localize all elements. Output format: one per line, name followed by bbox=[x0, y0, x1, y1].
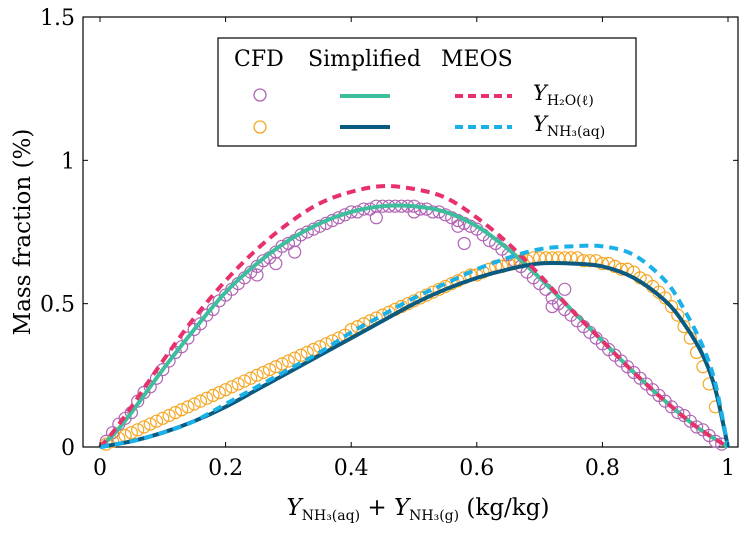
data-point bbox=[281, 354, 295, 368]
data-point bbox=[275, 357, 289, 371]
y-tick-label: 1 bbox=[61, 149, 75, 174]
data-point bbox=[583, 254, 597, 268]
y-tick-label: 0 bbox=[61, 436, 75, 461]
series-layer bbox=[98, 184, 730, 451]
x-tick-label: 0 bbox=[93, 456, 107, 481]
data-point bbox=[671, 406, 685, 420]
data-point bbox=[256, 254, 270, 268]
data-point bbox=[219, 383, 233, 397]
legend-cfd-nh3-marker bbox=[253, 120, 267, 134]
legend-label-nh3: YNH₃(aq) bbox=[533, 112, 605, 140]
x-tick-label: 1 bbox=[721, 456, 735, 481]
data-point bbox=[124, 426, 138, 440]
data-point bbox=[156, 411, 170, 425]
data-point bbox=[193, 394, 208, 408]
data-point bbox=[288, 245, 302, 259]
data-point bbox=[168, 406, 182, 420]
data-point bbox=[294, 348, 308, 362]
legend-col-cfd: CFD bbox=[234, 47, 284, 72]
data-point bbox=[256, 365, 270, 380]
legend-col-simplified: Simplified bbox=[308, 47, 421, 72]
x-tick-label: 0.4 bbox=[334, 456, 369, 481]
data-point bbox=[237, 374, 252, 388]
data-point bbox=[212, 385, 226, 400]
y-axis-title: Mass fraction (%) bbox=[10, 129, 36, 336]
ticks-layer: 0 0.2 0.4 0.6 0.8 1 0 0.5 1 1.5 bbox=[40, 6, 738, 481]
data-point bbox=[187, 397, 201, 411]
data-point bbox=[269, 360, 283, 374]
y-tick-label: 0.5 bbox=[40, 293, 75, 318]
data-point bbox=[671, 308, 685, 322]
data-point bbox=[175, 340, 189, 354]
data-point bbox=[344, 322, 358, 337]
data-point bbox=[275, 239, 289, 253]
data-point bbox=[193, 317, 208, 331]
data-point bbox=[175, 403, 189, 417]
x-axis-title-text: YNH₃(aq) + YNH₃(g) (kg/kg) bbox=[287, 495, 550, 524]
data-point bbox=[689, 420, 704, 434]
legend-label-h2o: YH₂O(ℓ) bbox=[533, 81, 594, 109]
x-tick-label: 0.6 bbox=[459, 456, 494, 481]
data-point bbox=[558, 282, 572, 296]
data-point bbox=[143, 417, 157, 431]
data-point bbox=[306, 342, 321, 357]
data-point bbox=[200, 391, 214, 405]
legend-box bbox=[217, 37, 637, 147]
series-simplified-y-h2o-l bbox=[98, 203, 730, 449]
data-point bbox=[262, 363, 277, 377]
x-axis-title: YNH₃(aq) + YNH₃(g) (kg/kg) bbox=[287, 495, 550, 524]
data-point bbox=[137, 420, 151, 434]
series-meos-y-nh3-aq bbox=[99, 243, 730, 449]
data-point bbox=[244, 371, 258, 385]
data-point bbox=[545, 299, 559, 314]
x-tick-label: 0.2 bbox=[208, 456, 243, 481]
x-tick-label: 0.8 bbox=[585, 456, 620, 481]
data-point bbox=[250, 368, 264, 382]
series-cfd-y-h2o-l bbox=[99, 199, 729, 451]
data-point bbox=[206, 388, 220, 402]
plot-area: 0 0.2 0.4 0.6 0.8 1 0 0.5 1 1.5 bbox=[40, 6, 739, 481]
series-meos-y-h2o-l bbox=[98, 184, 730, 449]
data-point bbox=[664, 299, 679, 314]
data-point bbox=[269, 256, 283, 271]
data-point bbox=[181, 331, 195, 345]
data-point bbox=[149, 414, 164, 428]
plot-frame bbox=[82, 16, 739, 448]
y-tick-label: 1.5 bbox=[40, 6, 75, 31]
data-point bbox=[231, 377, 245, 391]
data-point bbox=[451, 219, 465, 233]
data-point bbox=[369, 211, 383, 225]
legend: CFD Simplified MEOS YH₂O(ℓ) YNH₃(aq) bbox=[217, 37, 637, 147]
data-point bbox=[162, 408, 176, 423]
data-point bbox=[225, 380, 239, 394]
legend-col-meos: MEOS bbox=[441, 47, 513, 72]
legend-cfd-h2o-marker bbox=[253, 88, 267, 102]
data-point bbox=[131, 423, 145, 437]
data-point bbox=[181, 400, 195, 414]
data-point bbox=[457, 236, 471, 251]
data-point bbox=[250, 268, 264, 282]
